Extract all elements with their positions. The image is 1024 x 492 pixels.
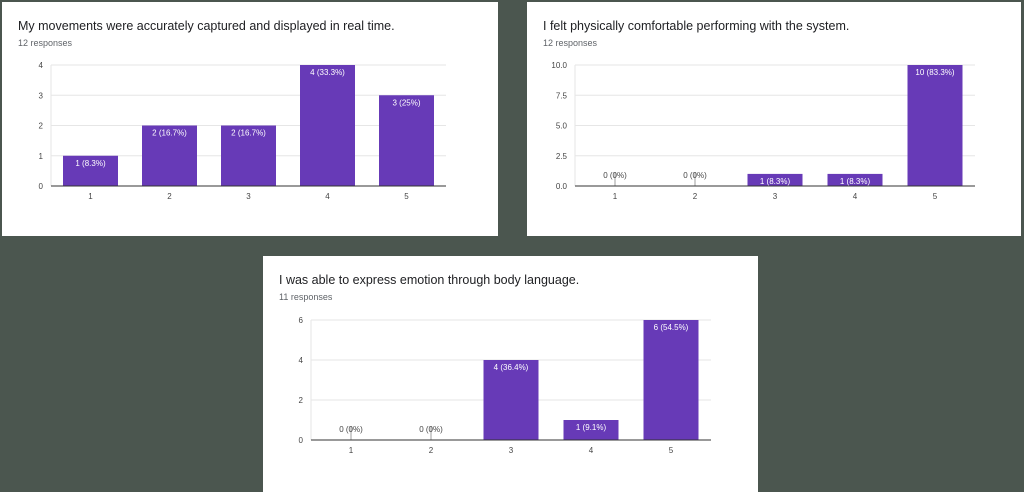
x-tick-label: 2 [429,446,434,455]
data-label: 4 (33.3%) [310,68,345,77]
y-tick-label: 1 [39,152,44,161]
x-tick-label: 2 [167,192,172,201]
x-tick-label: 3 [246,192,251,201]
y-tick-label: 0.0 [556,182,568,191]
bar [221,125,276,186]
bar-chart: 0 2 4 6 0 (0%) 1 0 (0%) 2 4 (36.4%) 3 1 (9.1%) 4 6 (… [299,316,711,455]
y-tick-label: 0 [299,436,304,445]
bar-chart: 0.0 2.5 5.0 7.5 10.0 0 (0%) 1 0 (0%) 2 1 (8.3%) 3 1… [551,61,975,201]
y-tick-label: 0 [39,182,44,191]
y-tick-label: 10.0 [551,61,567,70]
y-tick-label: 4 [299,356,304,365]
y-tick-label: 6 [299,316,304,325]
data-label: 3 (25%) [392,98,420,107]
bar [379,95,434,186]
data-label: 0 (0%) [419,425,443,434]
bar [907,65,963,186]
x-tick-label: 5 [404,192,409,201]
x-tick-label: 4 [589,446,594,455]
y-tick-label: 2 [39,122,44,131]
data-label: 10 (83.3%) [915,68,954,77]
x-tick-label: 4 [325,192,330,201]
x-tick-label: 1 [349,446,354,455]
bar [142,125,197,186]
data-label: 2 (16.7%) [231,129,266,138]
response-count: 12 responses [18,38,73,48]
x-tick-label: 1 [88,192,93,201]
x-tick-label: 5 [933,192,938,201]
x-tick-label: 2 [693,192,698,201]
data-label: 0 (0%) [339,425,363,434]
x-tick-label: 4 [853,192,858,201]
data-label: 2 (16.7%) [152,129,187,138]
chart-card-emotion: I was able to express emotion through bo… [263,256,758,492]
y-tick-label: 3 [39,91,44,100]
y-tick-label: 4 [39,61,44,70]
bar [300,65,355,186]
y-tick-label: 2.5 [556,152,568,161]
chart-title: I was able to express emotion through bo… [279,273,580,287]
response-count: 12 responses [543,38,598,48]
x-tick-label: 3 [509,446,514,455]
x-tick-label: 3 [773,192,778,201]
bar-chart: 0 1 2 3 4 1 (8.3%) 1 2 (16.7%) 2 2 (16.7%) 3 4 (33.… [39,61,446,201]
bar [747,173,803,186]
x-tick-label: 5 [669,446,674,455]
chart-title: I felt physically comfortable performing… [543,19,850,33]
data-label: 1 (8.3%) [75,159,106,168]
y-tick-label: 2 [299,396,304,405]
chart-title: My movements were accurately captured an… [18,19,395,33]
y-tick-label: 5.0 [556,122,568,131]
data-label: 1 (8.3%) [840,177,871,186]
y-tick-label: 7.5 [556,91,568,100]
data-label: 6 (54.5%) [654,323,689,332]
data-label: 1 (9.1%) [576,423,607,432]
bar [563,420,619,440]
bar [827,173,883,186]
data-label: 4 (36.4%) [494,363,529,372]
data-label: 1 (8.3%) [760,177,791,186]
bar [63,155,118,186]
bar [643,320,699,440]
bar [483,360,539,440]
chart-card-movements: My movements were accurately captured an… [2,2,498,236]
response-count: 11 responses [279,292,333,302]
data-label: 0 (0%) [603,171,627,180]
x-tick-label: 1 [613,192,618,201]
chart-card-comfort: I felt physically comfortable performing… [527,2,1021,236]
data-label: 0 (0%) [683,171,707,180]
